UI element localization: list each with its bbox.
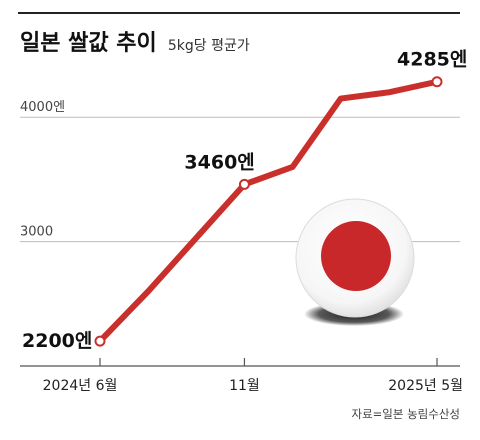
x-tick-label: 2024년 6월 — [43, 378, 118, 394]
data-label: 3460엔 — [184, 151, 254, 173]
data-point — [238, 178, 250, 190]
chart-title: 일본 쌀값 추이 5kg당 평균가 — [20, 31, 250, 56]
data-point — [94, 335, 106, 347]
series-line — [97, 78, 440, 345]
y-tick-label: 4000엔 — [20, 100, 65, 115]
title-subtitle: 5kg당 평균가 — [168, 38, 250, 54]
y-tick-label: 3000 — [20, 225, 53, 240]
data-point — [431, 76, 443, 88]
data-label: 4285엔 — [397, 49, 467, 71]
japan-flag-icon — [295, 198, 415, 326]
gridlines: 3000 4000엔 2024년 6월 11월 2025년 5월 — [20, 100, 463, 394]
x-tick-label: 11월 — [229, 378, 260, 394]
title-main: 일본 쌀값 추이 — [20, 31, 157, 56]
source-note: 자료=일본 농림수산성 — [351, 407, 460, 421]
x-tick-label: 2025년 5월 — [388, 378, 463, 394]
flag-sun — [321, 221, 391, 291]
data-label: 2200엔 — [22, 330, 92, 352]
series-rice-price: 2200엔 3460엔 4285엔 — [22, 49, 467, 352]
top-rule — [18, 12, 460, 14]
